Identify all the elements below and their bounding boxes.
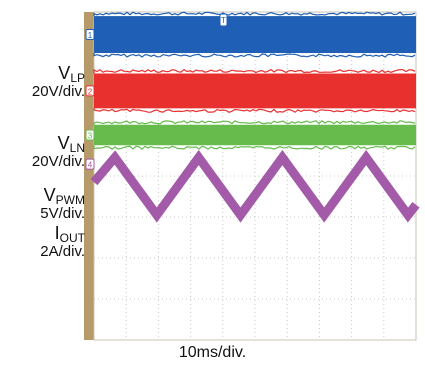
- channel-1-subscript: LP: [70, 71, 85, 85]
- channel-2-trace: [93, 68, 416, 113]
- channel-4-label: IOUT 2A/div.: [40, 224, 85, 259]
- trace-layer: [90, 11, 420, 223]
- channel-1-label: VLP 20V/div.: [32, 64, 85, 99]
- channel-1-marker-box: [85, 29, 95, 41]
- channel-1-trace: [93, 11, 416, 58]
- channel-1-marker-text: 1: [88, 31, 93, 40]
- channel-2-scale: 20V/div.: [31, 153, 85, 170]
- channel-4-trace: [90, 149, 420, 223]
- timebase-label: 10ms/div.: [178, 344, 247, 361]
- channel-4-subscript: OUT: [59, 231, 85, 245]
- channel-3-band: [94, 124, 416, 146]
- channel-3-noise-top: [93, 120, 416, 125]
- channel-2-marker: 2: [85, 85, 95, 97]
- channel-4-scale: 2A/div.: [40, 243, 85, 260]
- channel-1-band: [94, 16, 416, 54]
- trigger-marker-text: T: [221, 16, 226, 25]
- channel-3-marker: 3: [85, 129, 95, 141]
- left-bezel: [84, 12, 94, 340]
- channel-4-marker-text: 4: [88, 161, 93, 170]
- trigger-marker: T: [219, 13, 228, 27]
- channel-3-symbol: V: [43, 185, 56, 205]
- channel-2-label: VLN 20V/div.: [32, 134, 85, 169]
- channel-2-noise-top: [93, 68, 416, 74]
- channel-4-marker-box: [85, 158, 95, 170]
- channel-3-marker-box: [85, 129, 95, 141]
- channel-2-band: [94, 73, 416, 109]
- channel-4-symbol: I: [54, 223, 60, 243]
- channel-2-subscript: LN: [69, 141, 85, 155]
- trigger-marker-box: [219, 13, 228, 27]
- channel-1-noise-top: [93, 11, 416, 17]
- channel-1-marker: 1: [85, 29, 95, 41]
- channel-3-marker-text: 3: [88, 132, 93, 141]
- channel-3-scale: 5V/div.: [40, 205, 85, 222]
- channel-2-symbol: V: [57, 133, 70, 153]
- channel-3-trace: [93, 120, 416, 150]
- channel-3-noise-bottom: [93, 145, 416, 150]
- channel-1-scale: 20V/div.: [31, 83, 85, 100]
- channel-1-noise-bottom: [93, 53, 416, 58]
- channel-2-marker-box: [85, 85, 95, 97]
- channel-2-marker-text: 2: [88, 87, 93, 96]
- channel-2-noise-bottom: [93, 108, 416, 113]
- channel-3-subscript: PWM: [55, 193, 85, 207]
- channel-3-label: VPWM 5V/div.: [40, 186, 85, 221]
- channel-markers: 1 2 3 4 T: [85, 13, 228, 170]
- channel-1-symbol: V: [58, 63, 71, 83]
- channel-4-marker: 4: [85, 158, 95, 170]
- channel-4-waveform: [90, 149, 420, 223]
